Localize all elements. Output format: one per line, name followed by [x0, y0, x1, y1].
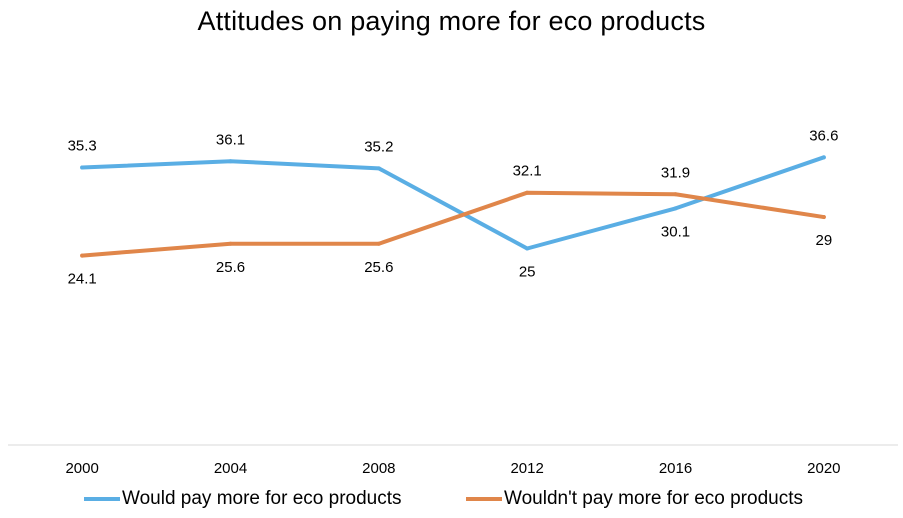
data-point-s0-4 [673, 206, 678, 211]
legend-swatch-would-pay [84, 497, 120, 501]
data-label-s1-1: 25.6 [216, 259, 245, 276]
data-point-s1-4 [673, 192, 678, 197]
data-label-s0-3: 25 [519, 264, 536, 281]
x-tick-label-2012: 2012 [510, 460, 543, 477]
data-label-s0-2: 35.2 [364, 138, 393, 155]
data-label-s1-0: 24.1 [68, 271, 97, 288]
data-point-s1-3 [525, 190, 530, 195]
data-label-s0-1: 36.1 [216, 131, 245, 148]
data-point-s0-2 [376, 166, 381, 171]
data-point-s1-2 [376, 241, 381, 246]
legend-item-wouldnt-pay[interactable]: Wouldn't pay more for eco products [466, 488, 803, 510]
data-point-s1-1 [228, 241, 233, 246]
data-point-s0-3 [525, 246, 530, 251]
data-label-s0-4: 30.1 [661, 223, 690, 240]
x-tick-label-2016: 2016 [659, 460, 692, 477]
x-tick-label-2008: 2008 [362, 460, 395, 477]
data-point-s1-5 [821, 215, 826, 220]
legend-label-wouldnt-pay: Wouldn't pay more for eco products [504, 488, 803, 509]
data-label-s0-5: 36.6 [809, 127, 838, 144]
data-label-s1-5: 29 [815, 232, 832, 249]
data-label-s1-4: 31.9 [661, 164, 690, 181]
data-point-s1-0 [80, 253, 85, 258]
legend-swatch-wouldnt-pay [466, 497, 502, 501]
chart-title: Attitudes on paying more for eco product… [197, 6, 706, 36]
x-tick-label-2020: 2020 [807, 460, 840, 477]
x-tick-label-2000: 2000 [65, 460, 98, 477]
series-line-1 [80, 190, 826, 258]
data-point-s0-1 [228, 159, 233, 164]
data-label-s0-0: 35.3 [68, 138, 97, 155]
x-tick-label-2004: 2004 [214, 460, 247, 477]
legend: Would pay more for eco products Wouldn't… [0, 488, 903, 516]
series-line-0 [80, 155, 826, 251]
data-label-s1-3: 32.1 [513, 163, 542, 180]
data-point-s0-0 [80, 165, 85, 170]
legend-item-would-pay[interactable]: Would pay more for eco products [84, 488, 402, 510]
legend-label-would-pay: Would pay more for eco products [122, 488, 402, 509]
data-label-s1-2: 25.6 [364, 259, 393, 276]
data-point-s0-5 [821, 155, 826, 160]
